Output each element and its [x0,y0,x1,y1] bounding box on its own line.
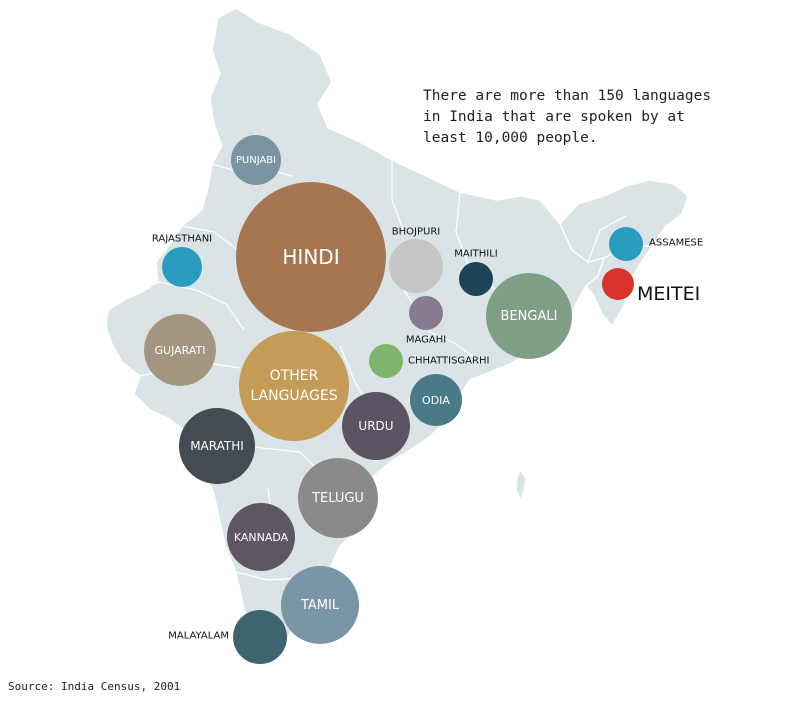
bubble-bengali [486,273,572,359]
bubble-rajasthani [162,247,202,287]
label-bengali: BENGALI [501,309,558,324]
bubble-hindi [236,182,386,332]
bubble-bhojpuri [389,239,443,293]
label-other-languages: OTHER LANGUAGES [250,368,337,404]
bubble-malayalam [233,610,287,664]
label-maithili: MAITHILI [454,249,498,260]
label-punjabi: PUNJABI [236,155,276,166]
label-gujarati: GUJARATI [155,344,206,357]
label-assamese: ASSAMESE [649,238,703,249]
source-note: Source: India Census, 2001 [8,680,181,693]
bubble-telugu [298,458,378,538]
label-hindi: HINDI [282,245,339,269]
bubble-assamese [609,227,643,261]
label-tamil: TAMIL [300,598,340,613]
state-border-6 [235,571,301,581]
label-magahi: MAGAHI [406,335,446,346]
label-urdu: URDU [358,419,393,433]
language-bubbles: HINDI OTHER LANGUAGES BENGALI TELUGU TAMIL MAR… [144,135,703,664]
label-kannada: KANNADA [234,531,289,544]
state-border-14 [587,215,627,263]
bubble-urdu [342,392,410,460]
label-meitei: MEITEI [637,283,700,305]
bubble-tamil [281,566,359,644]
bubble-odia [410,374,462,426]
label-malayalam: MALAYALAM [168,631,229,642]
bubble-gujarati [144,314,216,386]
bubble-chhattisgarhi [369,344,403,378]
state-border-7 [391,160,405,233]
andaman-islands-shape [515,469,527,501]
label-chhattisgarhi: CHHATTISGARHI [408,356,489,367]
bubble-other-languages [239,331,349,441]
languages-note: There are more than 150 languages in Ind… [423,88,712,146]
bubble-maithili [459,262,493,296]
label-odia: ODIA [422,394,450,407]
bubble-punjabi [231,135,281,185]
label-bhojpuri: BHOJPURI [392,227,440,238]
label-telugu: TELUGU [311,491,364,506]
bubble-kannada [227,503,295,571]
state-border-1 [181,225,239,251]
bubble-meitei [602,268,634,300]
bubble-marathi [179,408,255,484]
label-rajasthani: RAJASTHANI [152,234,212,245]
label-marathi: MARATHI [190,439,244,453]
bubble-magahi [409,296,443,330]
